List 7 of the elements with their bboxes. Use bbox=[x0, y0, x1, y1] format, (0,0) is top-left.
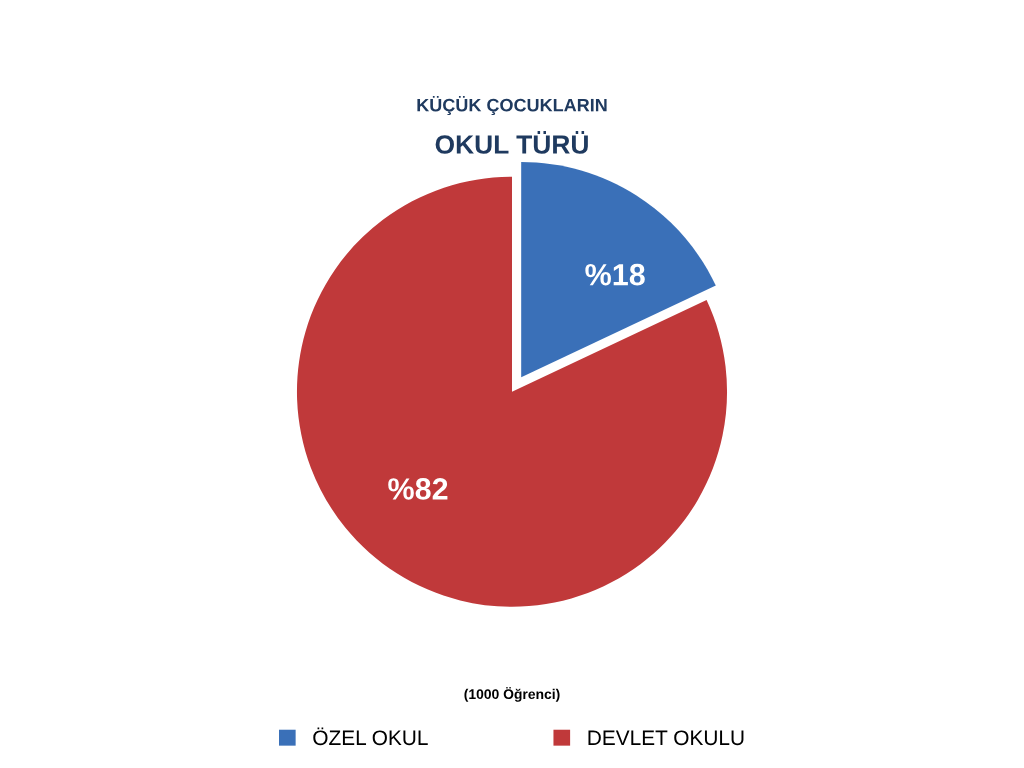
chart-title: KÜÇÜK ÇOCUKLARIN bbox=[417, 95, 607, 116]
chart-subtitle: OKUL TÜRÜ bbox=[435, 131, 588, 154]
data-label: %18 bbox=[585, 263, 645, 286]
data-label: %82 bbox=[388, 478, 448, 500]
text: (1000 Öğrenci) bbox=[464, 687, 560, 702]
legend-label: DEVLET OKULU bbox=[588, 730, 744, 746]
legend-label: ÖZEL OKUL bbox=[313, 727, 428, 746]
